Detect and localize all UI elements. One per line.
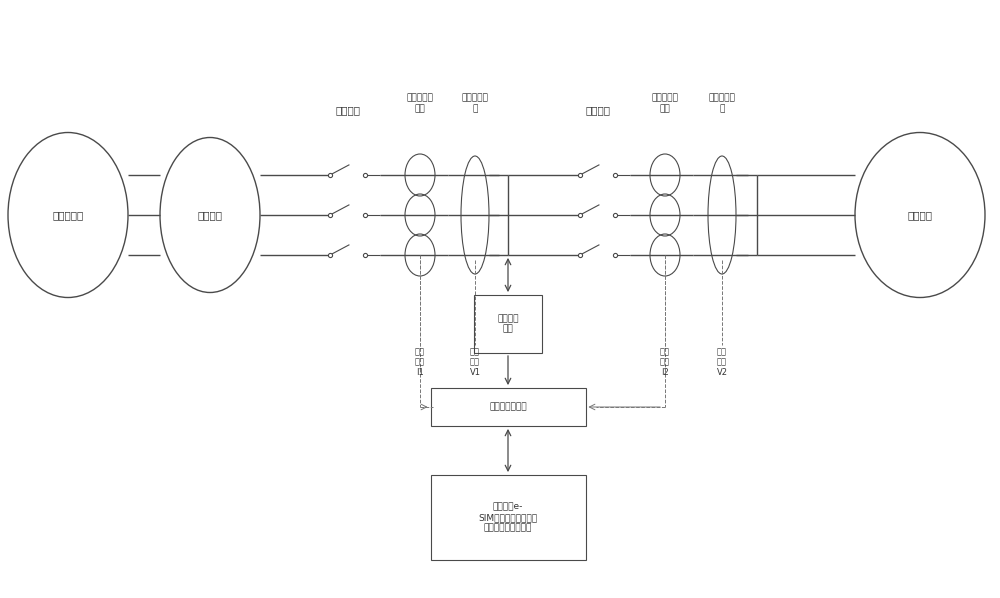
Text: 进线电流互
感器: 进线电流互 感器 bbox=[407, 94, 433, 113]
Text: 进线开关: 进线开关 bbox=[336, 105, 360, 115]
Bar bbox=[474, 295, 542, 353]
Text: 配电变压器: 配电变压器 bbox=[52, 210, 84, 220]
Text: 出线端子: 出线端子 bbox=[908, 210, 932, 220]
Text: 基于内置e-
SIM卡物联网芯片无线
通信模块的通信单元: 基于内置e- SIM卡物联网芯片无线 通信模块的通信单元 bbox=[478, 502, 538, 532]
Text: 无功补偿控制器: 无功补偿控制器 bbox=[489, 402, 527, 411]
Text: 出线电压端
子: 出线电压端 子 bbox=[709, 94, 735, 113]
Text: 进线电压端
子: 进线电压端 子 bbox=[462, 94, 488, 113]
Text: 出线开关: 出线开关 bbox=[586, 105, 610, 115]
Bar bbox=[430, 475, 586, 560]
Bar bbox=[430, 388, 586, 426]
Text: 出线
电流
I2: 出线 电流 I2 bbox=[660, 347, 670, 377]
Text: 进线
电流
I1: 进线 电流 I1 bbox=[415, 347, 425, 377]
Text: 无功补偿
单元: 无功补偿 单元 bbox=[497, 315, 519, 334]
Text: 出线电流互
感器: 出线电流互 感器 bbox=[652, 94, 678, 113]
Text: 进线
电压
V1: 进线 电压 V1 bbox=[470, 347, 480, 377]
Text: 出线
电压
V2: 出线 电压 V2 bbox=[716, 347, 728, 377]
Text: 进线端子: 进线端子 bbox=[198, 210, 222, 220]
